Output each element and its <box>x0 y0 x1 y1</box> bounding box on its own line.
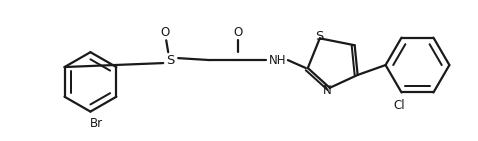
Text: S: S <box>166 54 174 67</box>
Text: O: O <box>233 26 243 39</box>
Text: Cl: Cl <box>394 99 405 112</box>
Text: N: N <box>323 84 332 97</box>
Text: Br: Br <box>89 117 103 130</box>
Text: NH: NH <box>269 54 287 67</box>
Text: O: O <box>161 26 170 39</box>
Text: S: S <box>315 30 324 43</box>
